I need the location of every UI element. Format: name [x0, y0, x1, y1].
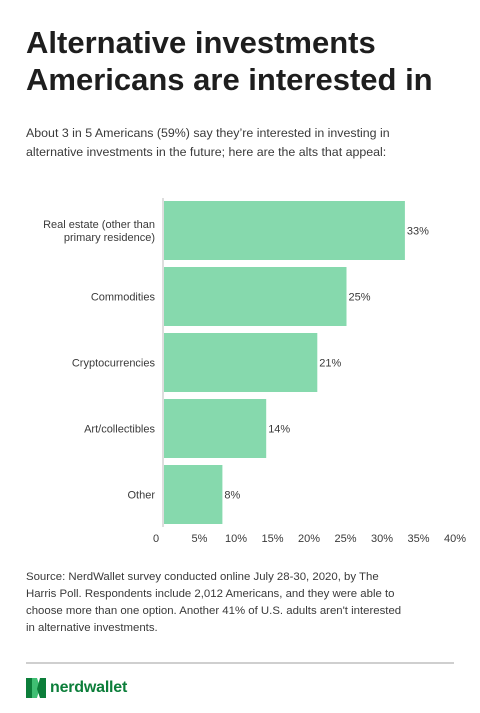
category-label-0-line-0: Real estate (other than: [43, 219, 155, 231]
bar-2: [164, 333, 318, 392]
chart-title-line-2: Americans are interested in: [26, 62, 433, 97]
category-label-2-line-0: Cryptocurrencies: [72, 358, 156, 370]
category-label-1-line-0: Commodities: [91, 292, 156, 304]
source-line-4: in alternative investments.: [26, 622, 158, 634]
category-label-1: Commodities: [91, 292, 156, 304]
x-tick-label-7: 35%: [407, 533, 429, 545]
category-label-2: Cryptocurrencies: [72, 358, 156, 370]
x-tick-label-6: 30%: [371, 533, 393, 545]
x-tick-label-1: 5%: [192, 533, 208, 545]
value-label-4: 8%: [224, 490, 240, 502]
nerdwallet-logo-icon: [26, 678, 46, 698]
x-tick-label-3: 15%: [261, 533, 283, 545]
x-axis-tick-labels: 0 5% 10% 15% 20% 25% 30% 35% 40%: [153, 533, 466, 545]
source-note: Source: NerdWallet survey conducted onli…: [26, 569, 466, 637]
bar-4: [164, 465, 223, 524]
chart-subtitle-line-2: alternative investments in the future; h…: [26, 145, 387, 159]
x-tick-label-2: 10%: [225, 533, 247, 545]
category-labels: Real estate (other than primary residence…: [43, 219, 155, 502]
bars-layer: [164, 201, 405, 524]
source-line-3: choose more than one option. Another 41%…: [26, 605, 402, 617]
category-label-4-line-0: Other: [127, 490, 155, 502]
value-labels: 33% 25% 21% 14% 8%: [224, 226, 429, 502]
source-line-2: Harris Poll. Respondents include 2,012 A…: [26, 588, 395, 600]
x-tick-label-8: 40%: [444, 533, 466, 545]
category-label-0: Real estate (other than primary residence…: [43, 219, 155, 244]
category-label-3-line-0: Art/collectibles: [84, 424, 155, 436]
chart-title-line-1: Alternative investments: [26, 25, 376, 60]
x-tick-label-0: 0: [153, 533, 159, 545]
source-line-1: Source: NerdWallet survey conducted onli…: [26, 571, 379, 583]
value-label-0: 33%: [407, 226, 429, 238]
value-label-2: 21%: [319, 358, 341, 370]
chart-subtitle-line-1: About 3 in 5 Americans (59%) say they’re…: [26, 126, 390, 140]
bar-0: [164, 201, 405, 260]
brand-logo: nerdwallet: [26, 676, 127, 700]
category-label-3: Art/collectibles: [84, 424, 155, 436]
category-label-0-line-1: primary residence): [64, 232, 155, 244]
bar-3: [164, 399, 267, 458]
value-label-3: 14%: [268, 424, 290, 436]
bar-chart: Real estate (other than primary residence…: [43, 198, 466, 545]
x-tick-label-5: 25%: [334, 533, 356, 545]
x-tick-label-4: 20%: [298, 533, 320, 545]
bar-1: [164, 267, 347, 326]
chart-title: Alternative investments Americans are in…: [26, 24, 466, 98]
category-label-4: Other: [127, 490, 155, 502]
chart-subtitle: About 3 in 5 Americans (59%) say they’re…: [26, 124, 466, 162]
value-label-1: 25%: [349, 292, 371, 304]
brand-name: nerdwallet: [50, 679, 128, 696]
footer-divider: [26, 662, 454, 664]
